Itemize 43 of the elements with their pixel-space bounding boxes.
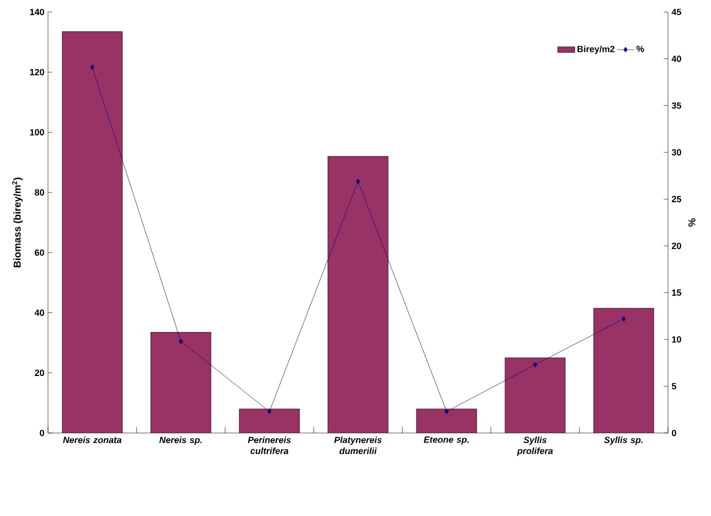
y2-tick-label: 15 (672, 290, 682, 296)
legend-label: % (636, 46, 644, 52)
bar (416, 408, 477, 433)
bar (328, 156, 388, 433)
legend-label: Birey/m2 (578, 46, 614, 54)
x-tick-label: Platynereis dumerilii (334, 436, 382, 454)
bar (150, 332, 211, 433)
point (533, 362, 538, 368)
y-tick-label: 80 (34, 189, 44, 196)
y2-tick-label: 25 (672, 196, 682, 202)
y2-tick-label: 40 (672, 56, 682, 62)
y2-tick-label: 0 (672, 430, 676, 436)
point (90, 64, 94, 70)
bar (62, 32, 122, 433)
x-tick-label: Eteone sp. (424, 436, 469, 445)
y2-tick-label: 35 (672, 102, 682, 109)
point (267, 408, 272, 414)
x-tick-label: Perinereis cultrifera (248, 436, 291, 454)
y-tick-label: 60 (34, 249, 44, 256)
y-tick-label: 140 (30, 8, 44, 16)
point (622, 316, 626, 322)
bar (505, 358, 566, 433)
y-tick-label: 120 (30, 68, 44, 76)
y-tick-label: 0 (40, 430, 44, 436)
y2-tick-label: 30 (672, 149, 682, 156)
y2-tick-label: 45 (672, 8, 682, 16)
y2-axis-title: % (688, 218, 696, 227)
bar (593, 308, 654, 433)
x-tick-label: Syllis prolifera (517, 436, 553, 456)
point (178, 338, 183, 344)
y2-tick-label: 5 (672, 383, 676, 390)
x-tick-label: Syllis sp. (604, 436, 643, 445)
y2-tick-label: 10 (672, 336, 682, 343)
y-tick-label: 20 (34, 370, 44, 376)
y-tick-label: 40 (34, 310, 44, 316)
y-axis-title: Biomass (birey/m$^{2}$) (12, 178, 23, 268)
bar (239, 408, 300, 433)
y-tick-label: 100 (30, 129, 44, 136)
x-tick-label: Nereis sp. (159, 436, 202, 445)
y2-tick-label: 20 (672, 242, 682, 250)
point (444, 408, 449, 414)
point (356, 178, 360, 184)
x-tick-label: Nereis zonata (63, 436, 122, 444)
